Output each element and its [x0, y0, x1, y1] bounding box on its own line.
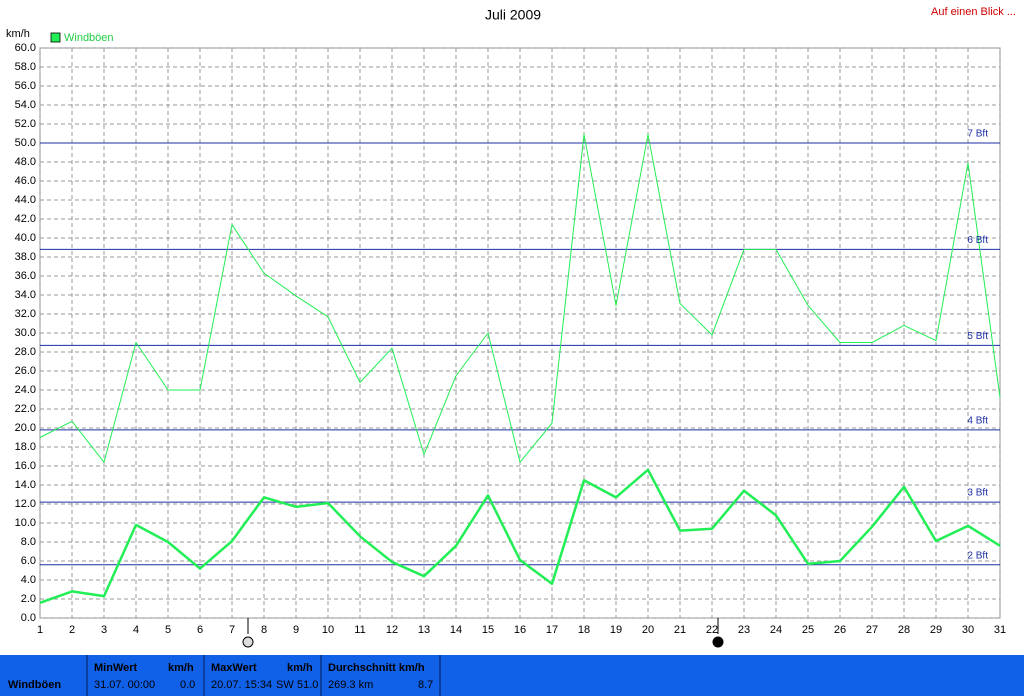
- y-tick-label: 56.0: [15, 80, 36, 92]
- y-tick-label: 0.0: [21, 612, 36, 624]
- y-tick-label: 18.0: [15, 441, 36, 453]
- reference-label: 2 Bft: [967, 550, 988, 561]
- x-tick-label: 17: [546, 624, 558, 636]
- series-line: [39, 468, 1001, 604]
- y-tick-label: 14.0: [15, 479, 36, 491]
- y-tick-label: 2.0: [21, 593, 36, 605]
- y-tick-label: 50.0: [15, 137, 36, 149]
- x-tick-label: 19: [610, 624, 622, 636]
- x-tick-label: 27: [866, 624, 878, 636]
- y-tick-label: 36.0: [15, 270, 36, 282]
- y-tick-label: 54.0: [15, 99, 36, 111]
- avg-distance: 269.3 km: [328, 679, 374, 691]
- y-tick-label: 52.0: [15, 118, 36, 130]
- y-tick-label: 22.0: [15, 403, 36, 415]
- x-tick-label: 15: [482, 624, 494, 636]
- chart: Juli 2009 Auf einen Blick ... km/h Windb…: [6, 6, 1016, 648]
- x-tick-label: 14: [450, 624, 462, 636]
- min-cell: MinWert km/h 31.07. 00:00 0.0: [88, 655, 205, 696]
- grid: [39, 47, 1001, 619]
- legend-label: Windböen: [64, 32, 114, 44]
- avg-cell: Durchschnitt km/h 269.3 km 8.7: [322, 655, 441, 696]
- y-tick-label: 38.0: [15, 251, 36, 263]
- x-tick-label: 12: [386, 624, 398, 636]
- x-tick-label: 31: [994, 624, 1006, 636]
- x-tick-label: 18: [578, 624, 590, 636]
- x-tick-label: 10: [322, 624, 334, 636]
- x-tick-label: 16: [514, 624, 526, 636]
- y-tick-label: 12.0: [15, 498, 36, 510]
- y-tick-label: 20.0: [15, 422, 36, 434]
- min-value: 0.0: [180, 679, 196, 691]
- y-tick-label: 32.0: [15, 308, 36, 320]
- y-tick-label: 30.0: [15, 327, 36, 339]
- x-tick-label: 29: [930, 624, 942, 636]
- x-tick-label: 24: [770, 624, 782, 636]
- reference-label: 6 Bft: [967, 235, 988, 246]
- footer-label-cell: Windböen: [0, 655, 88, 696]
- y-tick-label: 6.0: [21, 555, 36, 567]
- reference-label: 4 Bft: [967, 416, 988, 427]
- x-tick-label: 5: [165, 624, 171, 636]
- y-tick-label: 60.0: [15, 42, 36, 54]
- max-value: 51.0: [297, 679, 319, 691]
- avg-value: 8.7: [418, 679, 434, 691]
- x-tick-label: 22: [706, 624, 718, 636]
- new-moon-icon: [712, 636, 724, 648]
- y-tick-label: 58.0: [15, 61, 36, 73]
- y-tick-label: 10.0: [15, 517, 36, 529]
- x-tick-label: 6: [197, 624, 203, 636]
- min-title: MinWert: [94, 662, 138, 674]
- x-tick-label: 26: [834, 624, 846, 636]
- max-cell: MaxWert km/h 20.07. 15:34 SW 51.0: [205, 655, 322, 696]
- x-tick-label: 9: [293, 624, 299, 636]
- x-tick-label: 4: [133, 624, 139, 636]
- x-tick-label: 8: [261, 624, 267, 636]
- y-tick-label: 28.0: [15, 346, 36, 358]
- y-tick-label: 4.0: [21, 574, 36, 586]
- x-tick-label: 30: [962, 624, 974, 636]
- y-tick-label: 40.0: [15, 232, 36, 244]
- x-tick-label: 13: [418, 624, 430, 636]
- chart-title: Juli 2009: [485, 7, 541, 23]
- x-tick-label: 23: [738, 624, 750, 636]
- x-tick-label: 20: [642, 624, 654, 636]
- max-time: 20.07. 15:34: [211, 679, 273, 691]
- y-tick-label: 42.0: [15, 213, 36, 225]
- series-line: [39, 133, 1001, 463]
- reference-label: 3 Bft: [967, 488, 988, 499]
- reference-label: 7 Bft: [967, 129, 988, 140]
- y-tick-label: 24.0: [15, 384, 36, 396]
- x-tick-label: 25: [802, 624, 814, 636]
- max-title: MaxWert: [211, 662, 257, 674]
- x-tick-label: 21: [674, 624, 686, 636]
- x-tick-label: 3: [101, 624, 107, 636]
- y-tick-label: 46.0: [15, 175, 36, 187]
- y-tick-label: 44.0: [15, 194, 36, 206]
- footer-label: Windböen: [8, 679, 62, 691]
- reference-label: 5 Bft: [967, 331, 988, 342]
- y-tick-label: 34.0: [15, 289, 36, 301]
- y-tick-label: 48.0: [15, 156, 36, 168]
- max-unit: km/h: [287, 662, 313, 674]
- max-dir: SW: [276, 679, 294, 691]
- y-unit: km/h: [6, 28, 30, 40]
- footer: Windböen MinWert km/h 31.07. 00:00 0.0 M…: [0, 655, 1024, 696]
- legend-swatch: [50, 32, 61, 43]
- x-tick-label: 2: [69, 624, 75, 636]
- min-time: 31.07. 00:00: [94, 679, 156, 691]
- min-unit: km/h: [168, 662, 194, 674]
- link[interactable]: Auf einen Blick ...: [931, 6, 1016, 18]
- full-moon-icon: [242, 636, 254, 648]
- y-tick-label: 8.0: [21, 536, 36, 548]
- y-tick-label: 16.0: [15, 460, 36, 472]
- x-tick-label: 28: [898, 624, 910, 636]
- x-tick-label: 11: [354, 624, 365, 636]
- avg-title: Durchschnitt km/h: [328, 662, 425, 674]
- y-tick-label: 26.0: [15, 365, 36, 377]
- marks: [39, 133, 1001, 604]
- x-tick-label: 1: [37, 624, 43, 636]
- x-tick-label: 7: [229, 624, 235, 636]
